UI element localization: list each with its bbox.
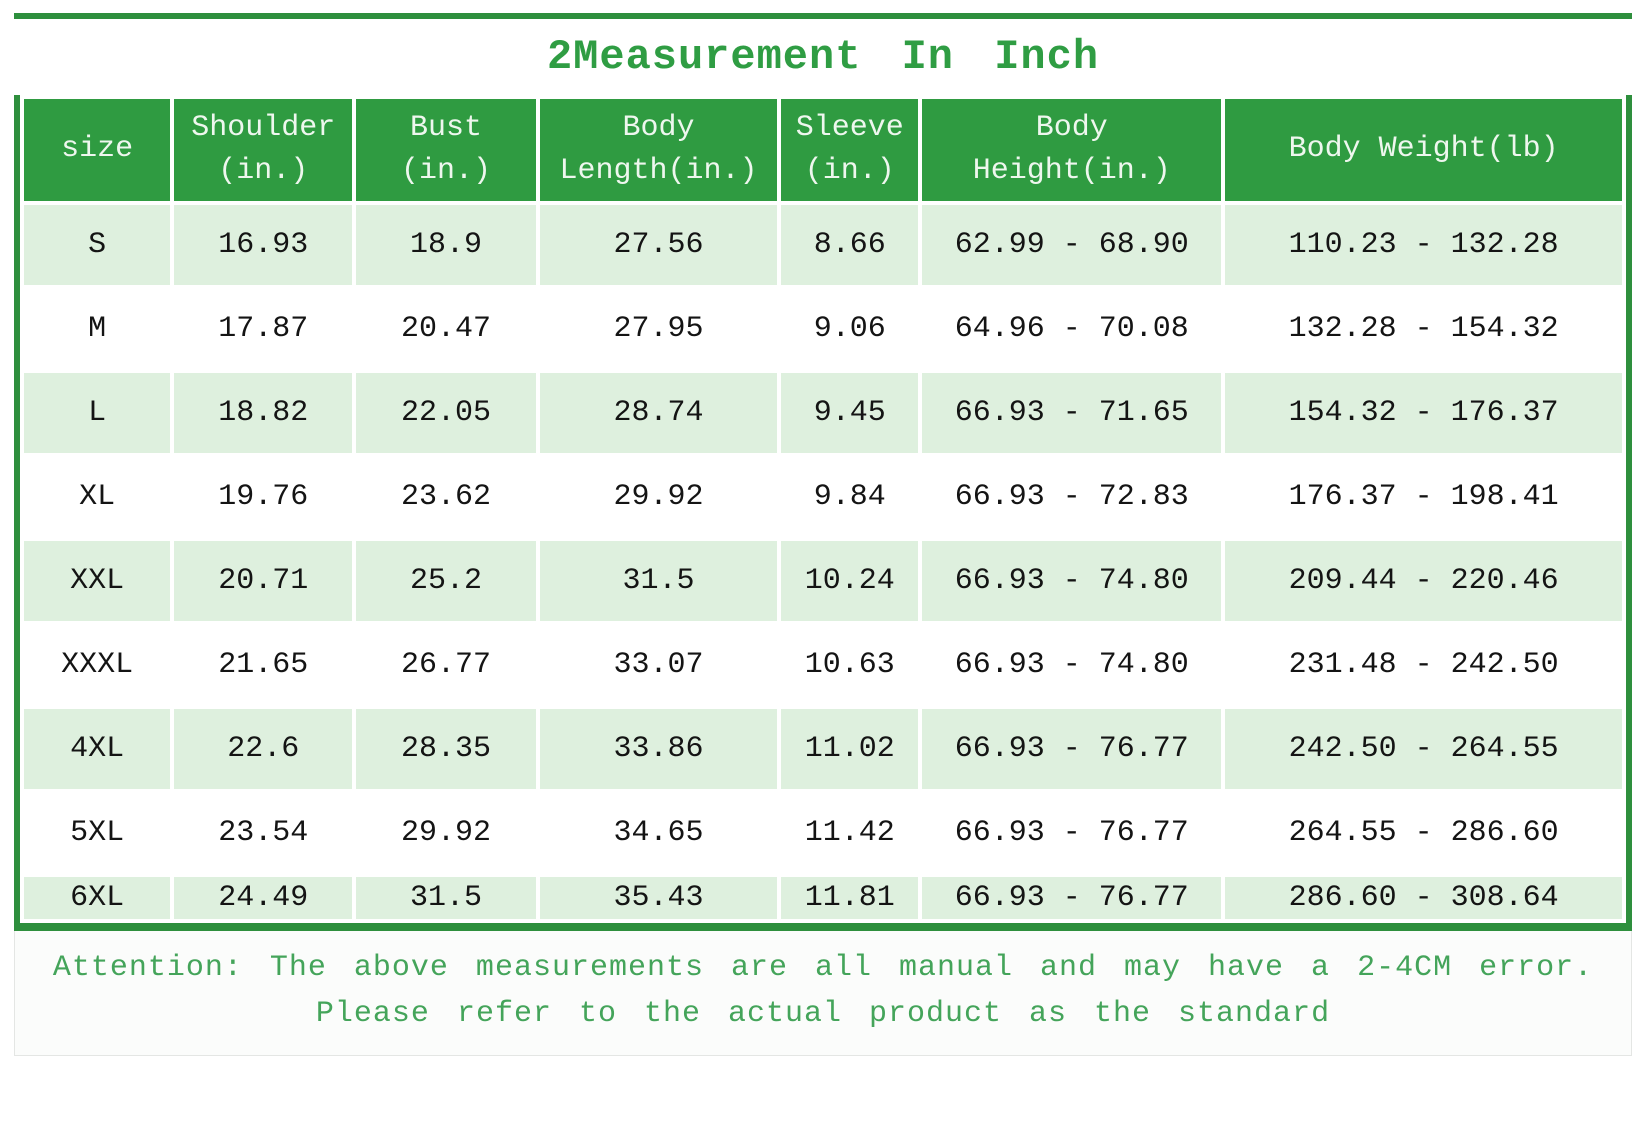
cell-size-label: 4XL	[24, 709, 171, 789]
note-line-2: Please refer to the actual product as th…	[315, 997, 1331, 1031]
cell-value: 286.60 - 308.64	[1225, 877, 1622, 919]
cell-value: 64.96 - 70.08	[922, 289, 1222, 369]
cell-size-label: S	[24, 205, 171, 285]
cell-value: 25.2	[356, 541, 536, 621]
cell-value: 264.55 - 286.60	[1225, 793, 1622, 873]
cell-value: 10.24	[781, 541, 919, 621]
cell-value: 16.93	[174, 205, 353, 285]
cell-value: 31.5	[539, 541, 778, 621]
cell-value: 242.50 - 264.55	[1225, 709, 1622, 789]
cell-value: 23.54	[174, 793, 353, 873]
cell-value: 110.23 - 132.28	[1225, 205, 1622, 285]
cell-value: 22.05	[356, 373, 536, 453]
cell-value: 9.84	[781, 457, 919, 537]
note-line-1: Attention: The above measurements are al…	[52, 951, 1594, 985]
table-body: S 16.93 18.9 27.56 8.66 62.99 - 68.90 110.23 -…	[24, 205, 1622, 919]
column-header: Body Length(in.)	[539, 99, 778, 201]
cell-value: 62.99 - 68.90	[922, 205, 1222, 285]
title-row: 2Measurement In Inch	[14, 19, 1632, 95]
cell-value: 34.65	[539, 793, 778, 873]
cell-value: 27.56	[539, 205, 778, 285]
cell-size-label: M	[24, 289, 171, 369]
measurement-table: size Shoulder (in.) Bust (in.) Body Length(…	[20, 95, 1626, 923]
page-title: 2Measurement In Inch	[546, 33, 1100, 81]
table-row: 4XL 22.6 28.35 33.86 11.02 66.93 - 76.77 242.5…	[24, 709, 1622, 789]
cell-value: 21.65	[174, 625, 353, 705]
cell-value: 176.37 - 198.41	[1225, 457, 1622, 537]
cell-size-label: XL	[24, 457, 171, 537]
cell-value: 66.93 - 76.77	[922, 877, 1222, 919]
header-row: size Shoulder (in.) Bust (in.) Body Length(…	[24, 99, 1622, 201]
cell-size-label: XXXL	[24, 625, 171, 705]
table-row: 5XL 23.54 29.92 34.65 11.42 66.93 - 76.77 264.…	[24, 793, 1622, 873]
attention-note: Attention: The above measurements are al…	[14, 931, 1632, 1056]
cell-value: 27.95	[539, 289, 778, 369]
table-row: M 17.87 20.47 27.95 9.06 64.96 - 70.08 132.28 …	[24, 289, 1622, 369]
cell-value: 35.43	[539, 877, 778, 919]
cell-value: 8.66	[781, 205, 919, 285]
cell-value: 66.93 - 76.77	[922, 709, 1222, 789]
cell-value: 66.93 - 72.83	[922, 457, 1222, 537]
cell-value: 22.6	[174, 709, 353, 789]
cell-value: 9.45	[781, 373, 919, 453]
table-row: L 18.82 22.05 28.74 9.45 66.93 - 71.65 154.32 …	[24, 373, 1622, 453]
table-row: 6XL 24.49 31.5 35.43 11.81 66.93 - 76.77 286.6…	[24, 877, 1622, 919]
cell-value: 18.82	[174, 373, 353, 453]
cell-value: 11.42	[781, 793, 919, 873]
table-header: size Shoulder (in.) Bust (in.) Body Length(…	[24, 99, 1622, 201]
cell-value: 231.48 - 242.50	[1225, 625, 1622, 705]
cell-value: 154.32 - 176.37	[1225, 373, 1622, 453]
cell-value: 66.93 - 71.65	[922, 373, 1222, 453]
cell-value: 11.02	[781, 709, 919, 789]
cell-value: 31.5	[356, 877, 536, 919]
cell-value: 33.07	[539, 625, 778, 705]
cell-value: 33.86	[539, 709, 778, 789]
cell-value: 20.47	[356, 289, 536, 369]
cell-value: 66.93 - 74.80	[922, 541, 1222, 621]
cell-value: 66.93 - 74.80	[922, 625, 1222, 705]
cell-size-label: 6XL	[24, 877, 171, 919]
column-header: Shoulder (in.)	[174, 99, 353, 201]
table-frame: size Shoulder (in.) Bust (in.) Body Length(…	[14, 95, 1632, 931]
cell-value: 20.71	[174, 541, 353, 621]
cell-size-label: 5XL	[24, 793, 171, 873]
column-header: Sleeve (in.)	[781, 99, 919, 201]
table-row: XL 19.76 23.62 29.92 9.84 66.93 - 72.83 176.37…	[24, 457, 1622, 537]
column-header: Body Height(in.)	[922, 99, 1222, 201]
cell-size-label: L	[24, 373, 171, 453]
cell-value: 28.74	[539, 373, 778, 453]
cell-value: 26.77	[356, 625, 536, 705]
cell-value: 10.63	[781, 625, 919, 705]
cell-value: 132.28 - 154.32	[1225, 289, 1622, 369]
cell-value: 209.44 - 220.46	[1225, 541, 1622, 621]
cell-value: 17.87	[174, 289, 353, 369]
cell-value: 29.92	[539, 457, 778, 537]
cell-value: 9.06	[781, 289, 919, 369]
table-row: XXL 20.71 25.2 31.5 10.24 66.93 - 74.80 209.44…	[24, 541, 1622, 621]
cell-value: 18.9	[356, 205, 536, 285]
cell-value: 29.92	[356, 793, 536, 873]
cell-value: 28.35	[356, 709, 536, 789]
table-row: XXXL 21.65 26.77 33.07 10.63 66.93 - 74.80 231…	[24, 625, 1622, 705]
column-header: Body Weight(lb)	[1225, 99, 1622, 201]
cell-value: 24.49	[174, 877, 353, 919]
cell-size-label: XXL	[24, 541, 171, 621]
cell-value: 19.76	[174, 457, 353, 537]
table-row: S 16.93 18.9 27.56 8.66 62.99 - 68.90 110.23 -…	[24, 205, 1622, 285]
cell-value: 66.93 - 76.77	[922, 793, 1222, 873]
cell-value: 11.81	[781, 877, 919, 919]
column-header: Bust (in.)	[356, 99, 536, 201]
column-header: size	[24, 99, 171, 201]
cell-value: 23.62	[356, 457, 536, 537]
top-border-bar	[14, 13, 1632, 19]
